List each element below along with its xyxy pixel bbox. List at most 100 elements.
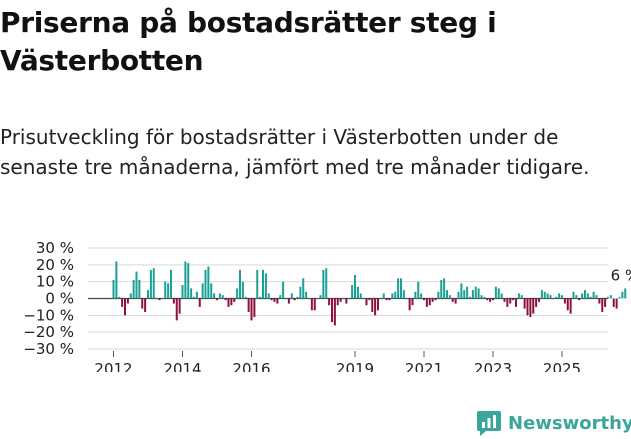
bar [520, 295, 523, 299]
y-tick-label: −20 % [23, 323, 74, 341]
bar [299, 286, 302, 299]
bar [486, 298, 489, 301]
bar [218, 293, 221, 299]
bar [500, 293, 503, 299]
bar [359, 293, 362, 299]
bar [474, 286, 477, 299]
bar [420, 293, 423, 299]
bar [517, 293, 520, 299]
bar [308, 298, 310, 300]
bar [362, 298, 365, 300]
bar [135, 271, 138, 299]
bar [305, 291, 308, 299]
bar [454, 298, 457, 304]
bar [270, 298, 273, 301]
bar [494, 286, 497, 299]
bar [584, 290, 586, 299]
bar [221, 295, 224, 299]
bar [451, 298, 454, 302]
bar [236, 288, 239, 299]
bar [382, 293, 385, 299]
bar [624, 288, 627, 299]
bar [331, 298, 333, 323]
bar [400, 278, 402, 299]
y-tick-label: 20 % [36, 256, 74, 274]
bar [126, 298, 129, 304]
bar [428, 298, 431, 306]
bar [417, 281, 420, 299]
bar [483, 296, 486, 299]
bar [578, 298, 581, 301]
bar [540, 290, 543, 299]
bar [414, 291, 417, 299]
bar [477, 288, 480, 299]
bar [296, 296, 299, 299]
bar [213, 293, 216, 299]
x-tick-label: 2016 [232, 360, 270, 372]
bar [207, 266, 210, 299]
bar [601, 298, 604, 312]
bar [164, 281, 167, 299]
bar [172, 298, 175, 304]
bar [339, 298, 342, 302]
bar [149, 269, 152, 299]
bar [463, 290, 466, 299]
bar [563, 298, 566, 304]
bar [385, 298, 388, 301]
bar [440, 279, 443, 299]
bar [158, 298, 161, 301]
bar [216, 298, 218, 301]
bar [233, 298, 236, 302]
bar [178, 298, 181, 314]
bar [609, 295, 612, 299]
bar [241, 281, 244, 299]
bar [469, 296, 471, 299]
bar [558, 293, 561, 299]
bar [457, 291, 460, 299]
bar [198, 298, 201, 307]
bar [492, 298, 494, 301]
bar [354, 274, 356, 299]
bar [434, 298, 437, 301]
bar [144, 298, 147, 312]
bar [431, 298, 434, 302]
bar [313, 298, 316, 311]
bar [405, 298, 408, 300]
bar [121, 298, 124, 307]
bar [310, 298, 313, 311]
bar [489, 298, 492, 302]
bar [333, 298, 336, 326]
bar [374, 298, 377, 316]
bar [224, 298, 227, 301]
bar [394, 291, 397, 299]
bar [184, 261, 187, 299]
bar [287, 298, 290, 304]
bar [598, 298, 601, 304]
brand-logo[interactable]: Newsworthy [476, 408, 631, 438]
bar [411, 298, 414, 306]
bar [175, 298, 178, 321]
bar [356, 286, 359, 299]
bar [526, 298, 529, 316]
bar [147, 290, 149, 299]
bar [589, 296, 592, 299]
x-tick-label: 2014 [163, 360, 201, 372]
bar [443, 278, 446, 299]
bar [282, 281, 285, 299]
bar [592, 291, 595, 299]
bar [167, 283, 170, 299]
bar [264, 273, 267, 299]
bar [408, 298, 411, 311]
bar [379, 298, 382, 300]
bar [368, 298, 371, 301]
newsworthy-logo-icon [477, 411, 501, 436]
bar [572, 291, 575, 299]
bar [471, 290, 474, 299]
bar [581, 293, 584, 299]
y-tick-label: −30 % [23, 340, 74, 358]
bar [538, 298, 540, 302]
bar [345, 298, 348, 304]
bar [425, 298, 428, 307]
bar [152, 268, 155, 299]
bar [129, 293, 132, 299]
